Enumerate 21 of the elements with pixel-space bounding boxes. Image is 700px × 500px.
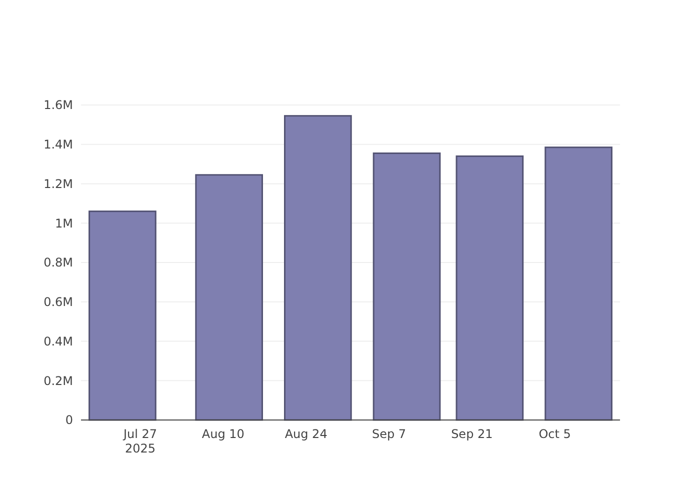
bar: [372, 152, 441, 421]
bar: [195, 174, 263, 421]
y-tick-label: 1.2M: [44, 176, 73, 191]
bar: [456, 155, 524, 421]
y-tick-label: 0.2M: [44, 374, 73, 388]
y-tick-label: 1M: [55, 216, 73, 230]
bar: [88, 210, 156, 421]
x-tick-label: Aug 24: [284, 427, 328, 442]
bar: [284, 115, 352, 421]
y-tick-label: 1.4M: [44, 138, 73, 152]
y-tick-label: 0: [65, 413, 73, 428]
x-tick-label: Jul 27 2025: [122, 427, 158, 456]
x-tick-label: Aug 10: [202, 427, 244, 442]
y-tick-label: 0.4M: [44, 334, 73, 348]
x-tick-label: Sep 21: [451, 427, 493, 442]
x-tick-label: Sep 7: [372, 427, 406, 442]
y-tick-label: 1.6M: [44, 98, 73, 112]
x-tick-label: Oct 5: [538, 427, 571, 442]
bar: [544, 146, 612, 421]
y-tick-label: 0.8M: [44, 256, 73, 270]
y-tick-label: 0.6M: [44, 295, 73, 310]
